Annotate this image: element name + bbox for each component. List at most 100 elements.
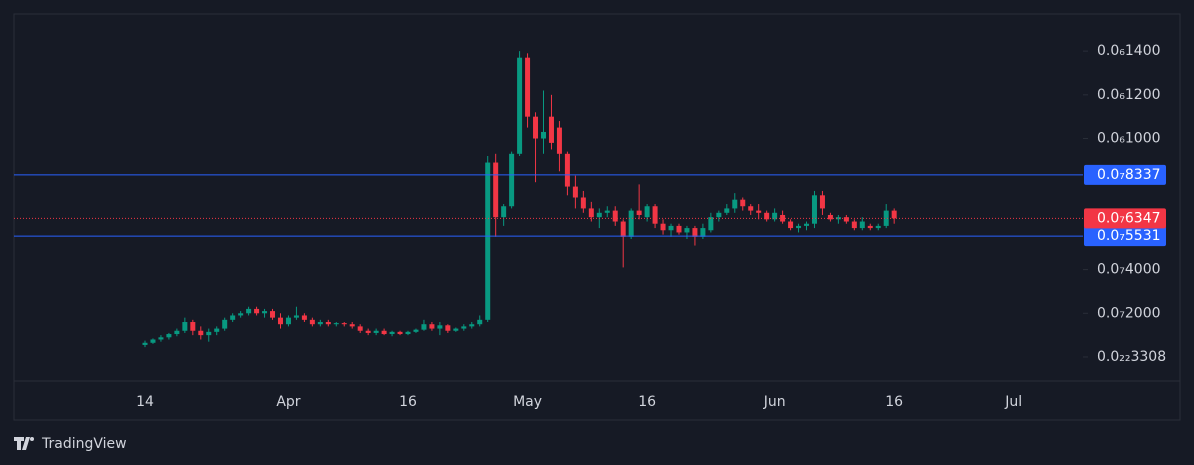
candle-body xyxy=(437,325,443,329)
candle-body xyxy=(596,212,602,218)
candle-body xyxy=(461,326,467,329)
candle-body xyxy=(230,315,236,320)
candle-body xyxy=(676,225,682,233)
candle-body xyxy=(843,217,849,222)
y-tick-label: 0.0₆1200 xyxy=(1097,87,1161,103)
candle-body xyxy=(796,225,802,229)
candle-body xyxy=(772,212,778,220)
candle-body xyxy=(365,330,371,333)
candle-body xyxy=(413,329,419,332)
candle-body xyxy=(381,330,387,335)
candle-body xyxy=(835,217,841,220)
candle-body xyxy=(214,328,220,332)
x-tick-label: Jun xyxy=(763,394,786,410)
candle-body xyxy=(620,221,626,237)
candle-body xyxy=(692,228,698,237)
candle-body xyxy=(580,197,586,209)
candle-body xyxy=(588,208,594,218)
candle-body xyxy=(604,210,610,213)
candle-body xyxy=(190,322,196,331)
candle-body xyxy=(238,313,244,316)
price-label-box xyxy=(1084,164,1166,185)
candle-body xyxy=(867,225,873,229)
candle-body xyxy=(756,210,762,213)
y-tick-label: 0.0₇4000 xyxy=(1097,262,1161,278)
candle-body xyxy=(309,319,315,325)
candle-body xyxy=(469,324,475,327)
candle-body xyxy=(477,319,483,325)
candle-body xyxy=(628,210,634,237)
candle-body xyxy=(397,331,403,335)
candle-body xyxy=(788,221,794,229)
candle-body xyxy=(875,225,881,229)
candle-body xyxy=(333,323,339,325)
y-tick-label: 0.0₇2000 xyxy=(1097,305,1161,321)
candle-body xyxy=(612,210,618,222)
candle-body xyxy=(644,206,650,218)
candle-body xyxy=(198,330,204,336)
candle-body xyxy=(166,334,172,338)
candle-body xyxy=(509,153,515,207)
candle-body xyxy=(700,228,706,237)
frame xyxy=(13,13,1181,421)
candle-body xyxy=(293,315,299,318)
y-tick-label: 0.0₆1000 xyxy=(1097,131,1161,147)
candle-body xyxy=(429,324,435,329)
candle-body xyxy=(748,206,754,211)
candle-body xyxy=(182,322,188,331)
candle-body xyxy=(270,311,276,318)
candle-body xyxy=(883,210,889,226)
x-tick-label: May xyxy=(513,394,542,410)
candle-body xyxy=(405,331,411,335)
candle-body xyxy=(859,221,865,229)
candle-body xyxy=(819,195,825,209)
candle-body xyxy=(485,162,491,320)
candle-body xyxy=(174,330,180,335)
candle-body xyxy=(636,210,642,215)
candle-body xyxy=(684,228,690,233)
candle-body xyxy=(660,223,666,231)
candle-body xyxy=(389,331,395,335)
candle-body xyxy=(564,153,570,187)
candle-body xyxy=(851,221,857,229)
candle-body xyxy=(158,337,164,340)
candle-body xyxy=(421,324,427,330)
candle-body xyxy=(285,317,291,325)
candle-body xyxy=(548,116,554,143)
last-price-box xyxy=(1084,208,1166,229)
candle-body xyxy=(142,342,148,345)
x-tick-label: 16 xyxy=(638,394,656,410)
candle-body xyxy=(150,339,156,343)
candle-body xyxy=(740,199,746,207)
candle-body xyxy=(325,322,331,325)
logo-mark xyxy=(14,437,30,450)
candle-body xyxy=(445,325,451,331)
x-tick-label: 16 xyxy=(885,394,903,410)
candle-body xyxy=(262,311,268,314)
candle-body xyxy=(349,324,355,327)
candle-body xyxy=(572,186,578,198)
candle-body xyxy=(708,217,714,231)
candle-body xyxy=(493,162,499,218)
candle-body xyxy=(277,317,283,325)
x-tick-label: Apr xyxy=(276,394,300,410)
last-price-label: 0.0₇6347 xyxy=(1097,210,1161,226)
candle-body xyxy=(804,223,810,226)
candle-body xyxy=(732,199,738,209)
candle-body xyxy=(453,328,459,331)
candle-body xyxy=(525,57,531,117)
candle-body xyxy=(501,206,507,218)
candle-body xyxy=(254,308,260,314)
candle-body xyxy=(891,210,897,219)
candle-body xyxy=(811,195,817,224)
candle-body xyxy=(517,57,523,154)
brand: TradingView xyxy=(41,436,127,452)
price-label: 0.0₇8337 xyxy=(1097,167,1161,183)
candle-body xyxy=(652,206,658,224)
candle-body xyxy=(222,319,228,329)
candle-body xyxy=(357,326,363,331)
candle-body xyxy=(541,131,546,139)
candle-body xyxy=(317,322,323,325)
